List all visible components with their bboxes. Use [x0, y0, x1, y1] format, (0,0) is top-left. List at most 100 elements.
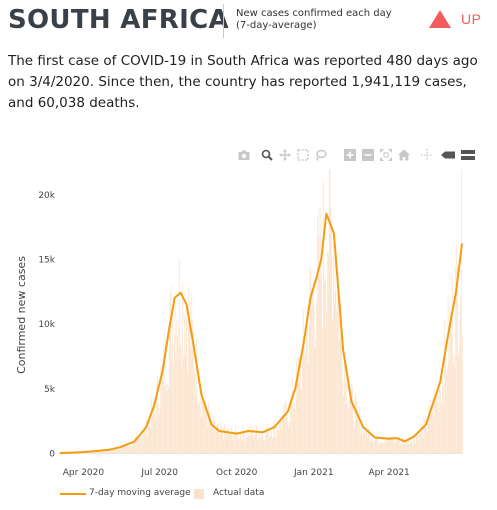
x-tick-label: Oct 2020	[216, 468, 258, 478]
actual-data-bar	[117, 449, 119, 453]
actual-data-bar	[327, 251, 328, 453]
actual-data-bar	[211, 420, 213, 453]
actual-data-bar	[119, 447, 121, 453]
actual-data-bar	[404, 439, 405, 453]
autoscale-icon[interactable]	[380, 149, 392, 161]
lasso-select-icon[interactable]	[315, 149, 327, 161]
actual-data-bar	[448, 361, 450, 453]
actual-data-bar	[168, 329, 170, 453]
actual-data-bar	[98, 451, 100, 453]
actual-data-bar	[422, 437, 424, 453]
actual-data-bar	[348, 407, 349, 453]
actual-data-bar	[436, 401, 438, 453]
actual-data-bar	[316, 300, 317, 453]
actual-data-bar	[106, 450, 107, 453]
actual-data-bar	[200, 416, 202, 453]
actual-data-bar	[363, 424, 364, 453]
actual-data-bar	[410, 440, 411, 453]
actual-data-bar	[391, 440, 393, 453]
actual-data-bar	[247, 436, 249, 453]
actual-data-bar	[302, 336, 303, 453]
actual-data-bar	[132, 444, 133, 453]
actual-data-bar	[304, 356, 306, 453]
actual-data-bar	[294, 401, 296, 453]
actual-data-bar	[333, 243, 334, 453]
actual-data-bar	[203, 406, 204, 453]
actual-data-bar	[384, 443, 386, 453]
hover-compare-icon[interactable]	[461, 149, 475, 161]
actual-data-bar	[148, 418, 150, 453]
actual-data-bar	[199, 400, 200, 453]
actual-data-bar	[154, 406, 156, 453]
actual-data-bar	[417, 432, 419, 453]
actual-data-bar	[375, 437, 377, 453]
hover-closest-icon[interactable]	[441, 149, 455, 161]
actual-data-bar	[144, 424, 146, 453]
y-tick-label: 10k	[38, 320, 55, 330]
actual-data-bar	[443, 402, 445, 453]
camera-icon[interactable]	[238, 149, 250, 161]
legend-box-swatch	[194, 489, 204, 499]
zoom-icon[interactable]	[261, 149, 273, 161]
actual-data-bar	[210, 412, 212, 453]
actual-data-bar	[333, 302, 335, 453]
spike-lines-icon[interactable]	[421, 149, 433, 161]
actual-data-bar	[208, 402, 209, 453]
actual-data-bar	[428, 405, 430, 453]
actual-data-bar	[251, 433, 253, 453]
box-select-icon[interactable]	[297, 149, 309, 161]
actual-data-bar	[344, 365, 346, 453]
actual-data-bar	[115, 449, 116, 453]
actual-data-bar	[385, 439, 387, 453]
actual-data-bar	[298, 357, 300, 453]
actual-data-bar	[224, 431, 226, 453]
actual-data-bar	[226, 434, 228, 453]
actual-data-bar	[397, 439, 399, 453]
zoom-out-icon[interactable]	[362, 149, 374, 161]
actual-data-bar	[197, 400, 199, 453]
actual-data-bar	[446, 372, 447, 453]
actual-data-bar	[307, 362, 309, 453]
actual-data-bar	[301, 389, 302, 453]
actual-data-bar	[229, 433, 230, 453]
actual-data-bar	[395, 441, 397, 453]
actual-data-bar	[162, 363, 163, 453]
actual-data-bar	[161, 364, 163, 453]
actual-data-bar	[137, 435, 138, 453]
actual-data-bar	[354, 396, 356, 453]
actual-data-bar	[218, 422, 219, 453]
actual-data-bar	[165, 383, 167, 453]
actual-data-bar	[132, 439, 134, 453]
actual-data-bar	[277, 427, 279, 453]
actual-data-bar	[245, 437, 247, 453]
actual-data-bar	[125, 445, 127, 453]
actual-data-bar	[163, 344, 164, 453]
actual-data-bar	[373, 442, 374, 453]
actual-data-bar	[412, 438, 414, 453]
actual-data-bar	[382, 440, 384, 453]
actual-data-bar	[359, 434, 361, 453]
actual-data-bar	[271, 431, 272, 453]
actual-data-bar	[295, 408, 297, 453]
pan-icon[interactable]	[279, 149, 291, 161]
actual-data-bar	[358, 406, 360, 453]
actual-data-bar	[245, 434, 246, 453]
actual-data-bar	[176, 319, 178, 453]
actual-data-bar	[183, 356, 184, 453]
actual-data-bar	[321, 273, 323, 453]
actual-data-bar	[349, 396, 351, 453]
zoom-in-icon[interactable]	[344, 149, 356, 161]
actual-data-bar	[104, 449, 106, 453]
reset-axes-icon[interactable]	[398, 149, 410, 161]
actual-data-bar	[139, 442, 141, 453]
actual-data-bar	[116, 448, 118, 453]
actual-data-bar	[413, 433, 415, 453]
actual-data-bar	[452, 362, 454, 453]
actual-data-bar	[338, 280, 339, 453]
actual-data-bar	[451, 333, 452, 453]
actual-data-bar	[227, 428, 229, 453]
actual-data-bar	[194, 367, 196, 453]
actual-data-bar	[122, 447, 124, 453]
actual-data-bar	[250, 424, 251, 453]
actual-data-bar	[248, 427, 250, 453]
